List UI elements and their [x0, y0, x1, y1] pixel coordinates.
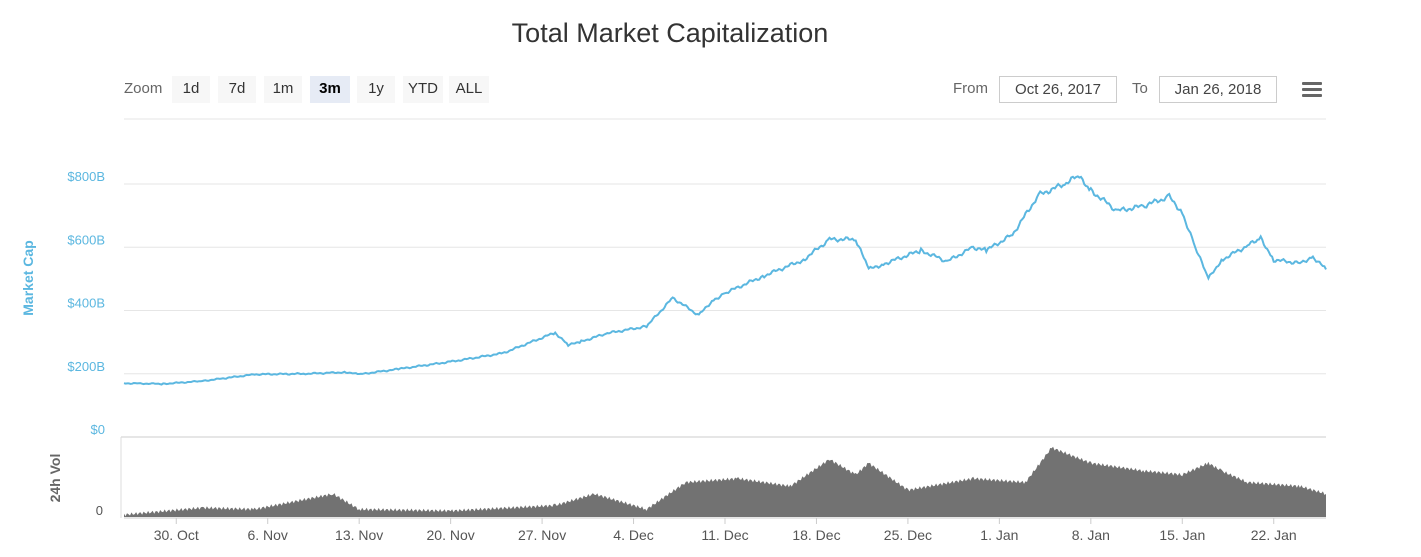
hamburger-menu-icon[interactable] — [1300, 80, 1324, 100]
to-label: To — [1132, 80, 1148, 97]
x-axis-ticks: 30. Oct 6. Nov 13. Nov 20. Nov 27. Nov 4. Dec… — [154, 518, 1297, 543]
to-date-input[interactable]: Jan 26, 2018 — [1159, 76, 1277, 103]
y-axis-tick-label: $800B — [67, 169, 105, 184]
x-axis-tick-label: 8. Jan — [1072, 527, 1110, 543]
y-axis-tick-label: $600B — [67, 232, 105, 247]
y-axis-title: Market Cap — [20, 240, 36, 315]
zoom-button-ytd[interactable]: YTD — [403, 76, 443, 103]
volume-axis-title: 24h Vol — [47, 454, 63, 503]
volume-axis-tick-label: 0 — [96, 503, 103, 518]
x-axis-tick-label: 27. Nov — [518, 527, 566, 543]
x-axis-tick-label: 20. Nov — [427, 527, 475, 543]
zoom-button-1m[interactable]: 1m — [264, 76, 302, 103]
zoom-button-1d[interactable]: 1d — [172, 76, 210, 103]
x-axis-tick-label: 13. Nov — [335, 527, 383, 543]
zoom-button-1y[interactable]: 1y — [357, 76, 395, 103]
from-date-input[interactable]: Oct 26, 2017 — [999, 76, 1117, 103]
grid-lines — [124, 183, 1326, 375]
x-axis-tick-label: 15. Jan — [1159, 527, 1205, 543]
y-axis-tick-label: $400B — [67, 296, 105, 311]
y-axis-tick-label: $200B — [67, 359, 105, 374]
y-axis-ticks: $0 $200B $400B $600B $800B — [67, 169, 105, 437]
x-axis-tick-label: 22. Jan — [1251, 527, 1297, 543]
x-axis-tick-label: 11. Dec — [701, 527, 748, 543]
chart-title: Total Market Capitalization — [511, 18, 829, 48]
zoom-button-3m[interactable]: 3m — [310, 76, 350, 103]
y-axis-tick-label: $0 — [91, 422, 105, 437]
from-label: From — [953, 80, 988, 97]
zoom-label: Zoom — [124, 80, 163, 97]
zoom-button-7d[interactable]: 7d — [218, 76, 256, 103]
x-axis-tick-label: 6. Nov — [247, 527, 287, 543]
x-axis-tick-label: 18. Dec — [792, 527, 840, 543]
x-axis-tick-label: 30. Oct — [154, 527, 199, 543]
x-axis-tick-label: 25. Dec — [884, 527, 932, 543]
market-cap-series-line — [123, 175, 1327, 386]
volume-area — [124, 446, 1326, 517]
x-axis-tick-label: 1. Jan — [980, 527, 1018, 543]
zoom-button-all[interactable]: ALL — [449, 76, 489, 103]
x-axis-tick-label: 4. Dec — [613, 527, 653, 543]
